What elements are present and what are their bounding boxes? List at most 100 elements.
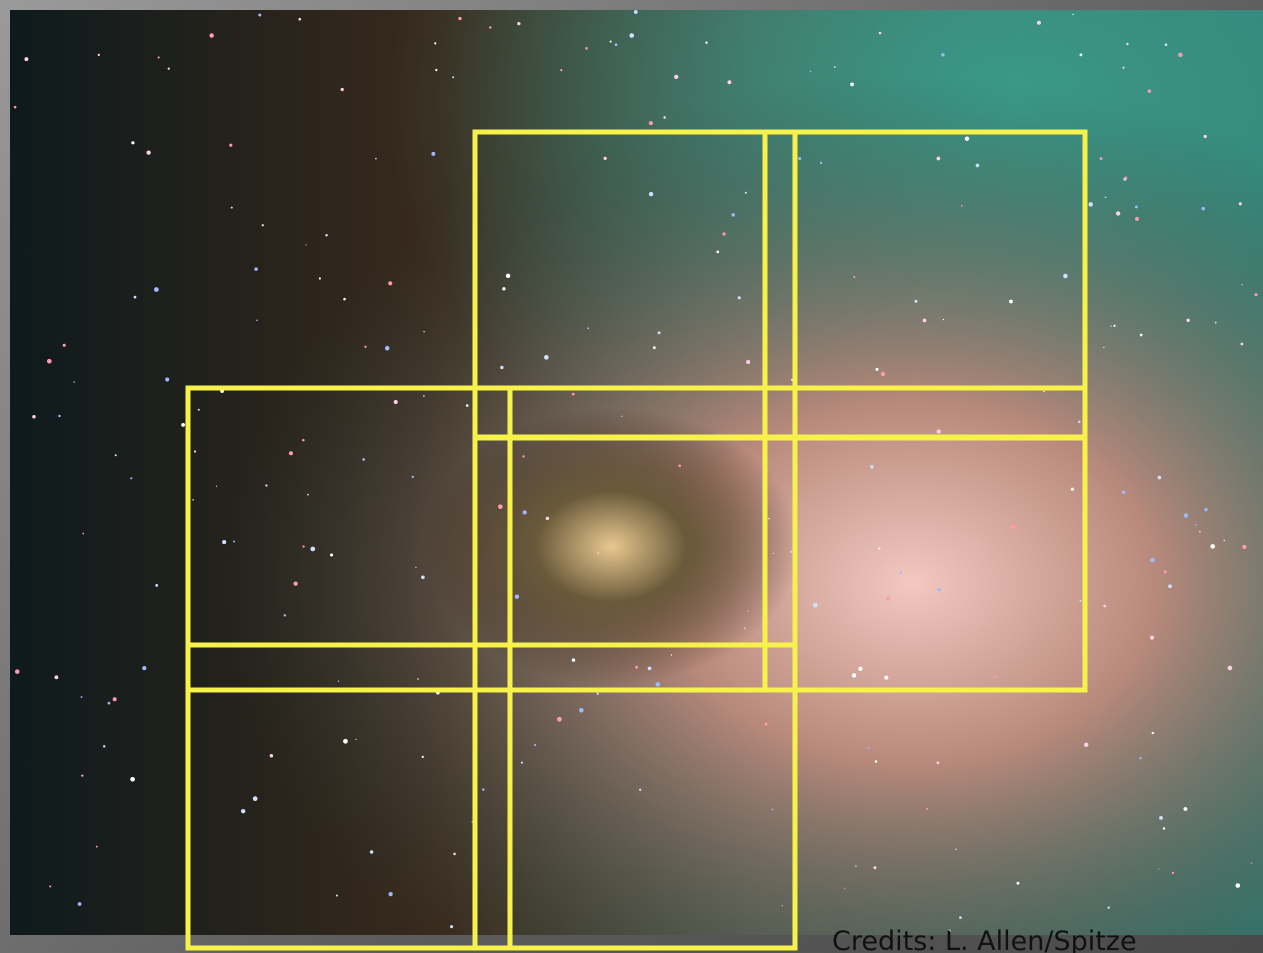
star (520, 761, 523, 764)
star (388, 281, 393, 286)
star (1036, 20, 1041, 25)
star (254, 267, 258, 271)
star (873, 866, 877, 870)
star (948, 929, 951, 933)
credits: Credits: L. Allen/Spitze (832, 926, 1137, 953)
star (505, 273, 511, 279)
star (82, 532, 85, 535)
star (97, 53, 100, 57)
tile (185, 642, 513, 951)
star (722, 232, 726, 236)
star (288, 451, 293, 456)
star (522, 510, 527, 515)
tile (472, 642, 798, 951)
star (330, 553, 334, 557)
star (146, 150, 151, 155)
star (1009, 299, 1013, 304)
star (192, 498, 194, 501)
star (878, 547, 881, 550)
star (880, 371, 886, 377)
star (95, 845, 98, 848)
star (233, 540, 236, 543)
star (670, 654, 673, 656)
star (1164, 43, 1168, 47)
star (1214, 321, 1217, 324)
star (355, 738, 357, 741)
star (851, 673, 857, 678)
star (652, 346, 656, 350)
star (833, 66, 836, 68)
star (388, 892, 393, 897)
star (421, 575, 425, 580)
star (165, 377, 170, 382)
star (434, 42, 437, 45)
star (936, 429, 941, 434)
star (1124, 176, 1128, 180)
star (458, 16, 462, 21)
star (453, 852, 456, 856)
star (1241, 284, 1243, 286)
star (411, 475, 414, 479)
star (609, 40, 612, 43)
star (293, 581, 298, 586)
star (1240, 342, 1244, 346)
star (1110, 325, 1112, 327)
star (1103, 604, 1107, 608)
star (534, 743, 537, 747)
star (302, 545, 305, 548)
star (343, 297, 346, 301)
star (54, 675, 59, 680)
star (302, 438, 305, 442)
star (1139, 333, 1143, 337)
star (1204, 507, 1208, 512)
star (32, 414, 36, 419)
star (633, 10, 638, 14)
star (482, 788, 485, 791)
star (657, 331, 661, 335)
star (768, 517, 770, 520)
star (875, 367, 879, 371)
star (597, 552, 599, 554)
star (362, 458, 365, 461)
star (49, 885, 52, 888)
star (107, 701, 111, 705)
star (1079, 53, 1083, 57)
star (318, 277, 321, 280)
star (155, 584, 159, 587)
star (926, 807, 929, 810)
star (1103, 346, 1105, 349)
star (1250, 862, 1253, 864)
star (423, 395, 425, 397)
star (798, 156, 802, 161)
star (369, 850, 374, 854)
star (1107, 906, 1110, 909)
star (423, 331, 425, 333)
star (1099, 157, 1103, 161)
star (647, 666, 652, 671)
star (252, 796, 258, 802)
star (157, 56, 160, 59)
star (435, 68, 438, 72)
star (1162, 827, 1166, 830)
star (1223, 539, 1226, 542)
star (936, 761, 940, 765)
star (215, 485, 218, 487)
star (1113, 324, 1116, 327)
star (1203, 134, 1207, 139)
star (819, 161, 823, 165)
star (167, 67, 170, 70)
star (58, 414, 61, 418)
star (884, 675, 889, 680)
star (13, 105, 17, 109)
star (942, 318, 945, 321)
star (870, 464, 874, 469)
star (298, 17, 302, 21)
star (283, 614, 287, 617)
star (1163, 570, 1167, 574)
star (639, 788, 642, 791)
star (133, 295, 137, 299)
star (1150, 557, 1155, 563)
star (648, 121, 653, 126)
star (874, 760, 878, 763)
